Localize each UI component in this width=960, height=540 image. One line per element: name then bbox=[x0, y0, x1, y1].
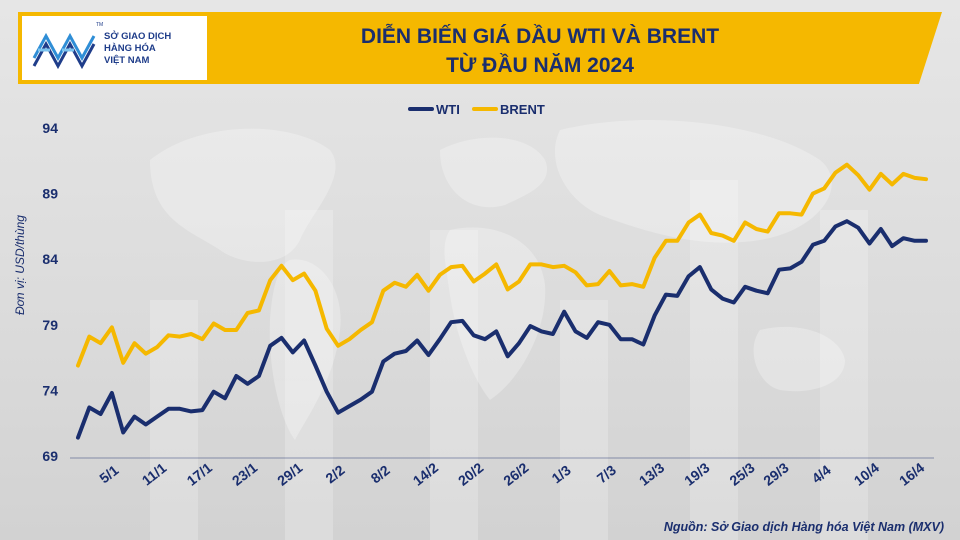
y-tick-label: 79 bbox=[42, 317, 58, 333]
legend-label-wti: WTI bbox=[436, 102, 460, 117]
y-tick-label: 84 bbox=[42, 251, 58, 267]
y-tick-label: 74 bbox=[42, 382, 58, 398]
source-note: Nguồn: Sở Giao dịch Hàng hóa Việt Nam (M… bbox=[663, 520, 944, 534]
x-tick-label: 10/4 bbox=[851, 459, 882, 489]
x-axis: 5/1 11/1 17/1 23/1 29/1 2/2 8/2 14/2 20/2 26/2 1/3… bbox=[96, 459, 927, 489]
series-layer bbox=[76, 162, 928, 440]
x-tick-label: 19/3 bbox=[681, 459, 712, 489]
logo-text: SỞ GIAO DỊCH HÀNG HÓA VIỆT NAM bbox=[104, 31, 204, 67]
x-tick-label: 2/2 bbox=[322, 462, 347, 487]
x-tick-label: 23/1 bbox=[229, 459, 260, 489]
x-tick-label: 16/4 bbox=[896, 459, 927, 489]
y-tick-label: 94 bbox=[42, 120, 58, 136]
x-tick-label: 29/3 bbox=[760, 459, 791, 489]
chart-title-line-1: DIỄN BIẾN GIÁ DẦU WTI VÀ BRENT bbox=[360, 25, 720, 48]
x-tick-label: 13/3 bbox=[636, 459, 667, 489]
chart-title: DIỄN BIẾN GIÁ DẦU WTI VÀ BRENT TỪ ĐẦU NĂ… bbox=[210, 22, 870, 80]
x-tick-label: 14/2 bbox=[410, 459, 441, 489]
series-line-brent bbox=[76, 162, 928, 368]
series-line-wti bbox=[76, 219, 928, 440]
y-axis: 69 74 79 84 89 94 bbox=[42, 120, 58, 464]
x-tick-label: 4/4 bbox=[809, 462, 834, 487]
logo-line-2: HÀNG HÓA bbox=[104, 43, 156, 54]
logo-trademark: TM bbox=[96, 22, 104, 28]
chart-title-line-2: TỪ ĐẦU NĂM 2024 bbox=[446, 54, 634, 77]
y-tick-label: 69 bbox=[42, 448, 58, 464]
x-tick-label: 11/1 bbox=[139, 459, 170, 488]
x-tick-label: 29/1 bbox=[274, 459, 305, 489]
x-tick-label: 5/1 bbox=[96, 462, 121, 487]
legend-label-brent: BRENT bbox=[500, 102, 545, 117]
x-tick-label: 1/3 bbox=[549, 462, 574, 487]
legend: WTI BRENT bbox=[408, 102, 545, 117]
x-tick-label: 8/2 bbox=[368, 462, 393, 487]
x-tick-label: 17/1 bbox=[184, 459, 215, 489]
y-tick-label: 89 bbox=[42, 186, 58, 202]
logo-line-3: VIỆT NAM bbox=[104, 55, 150, 66]
x-tick-label: 26/2 bbox=[500, 459, 531, 489]
logo-mark-icon bbox=[32, 32, 96, 70]
x-tick-label: 25/3 bbox=[726, 459, 757, 489]
x-tick-label: 7/3 bbox=[594, 462, 619, 487]
x-tick-label: 20/2 bbox=[455, 459, 486, 489]
logo: SỞ GIAO DỊCH HÀNG HÓA VIỆT NAM TM bbox=[22, 16, 207, 80]
y-axis-label: Đơn vị: USD/thùng bbox=[13, 215, 27, 315]
logo-line-1: SỞ GIAO DỊCH bbox=[104, 31, 172, 42]
